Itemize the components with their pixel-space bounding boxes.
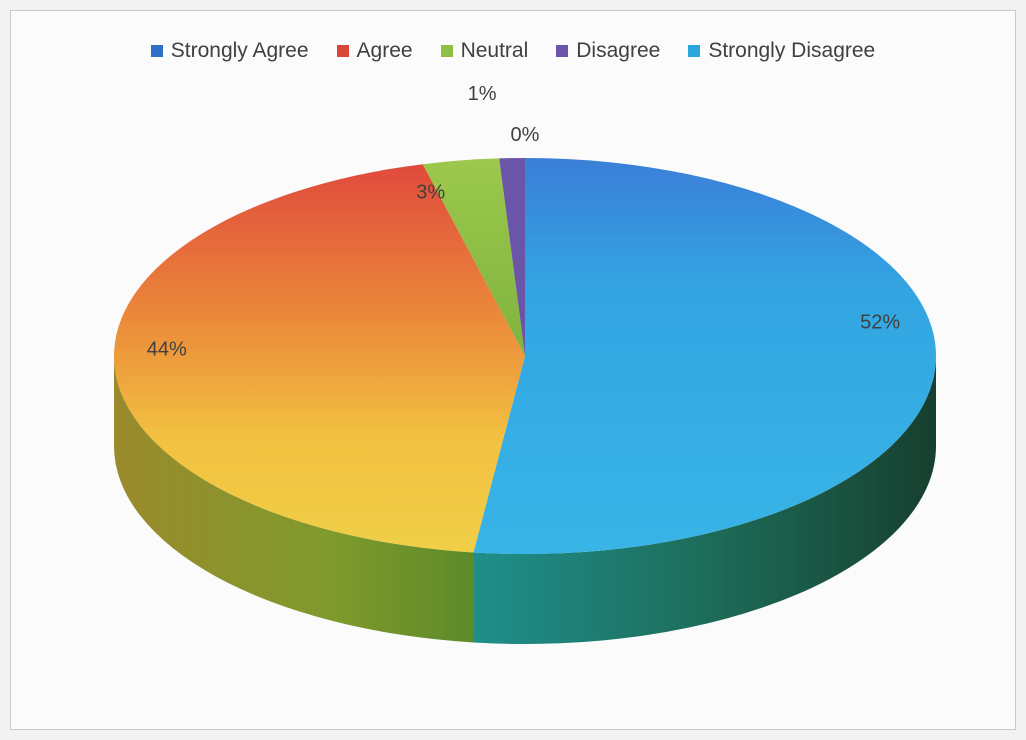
pie-slice-strongly-agree	[473, 158, 936, 554]
pie-slice-neutral	[422, 158, 525, 356]
data-label-neutral: 3%	[416, 181, 445, 203]
pie-data-labels: 52% 44% 3% 1% 0%	[147, 83, 901, 360]
legend-label-strongly-agree: Strongly Agree	[170, 39, 309, 62]
data-label-strongly-disagree: 0%	[511, 124, 540, 146]
pie-side-strongly-agree	[473, 356, 936, 644]
pie-chart: 52% 44% 3% 1% 0%	[114, 83, 936, 644]
legend-swatch-neutral	[440, 45, 453, 57]
legend-label-strongly-disagree: Strongly Disagree	[708, 39, 876, 62]
legend-item-disagree: Disagree	[556, 39, 660, 63]
legend-item-agree: Agree	[336, 39, 413, 63]
legend-item-strongly-disagree: Strongly Disagree	[688, 39, 875, 63]
legend-label-disagree: Disagree	[576, 39, 661, 62]
legend-swatch-strongly-disagree	[688, 45, 701, 57]
pie-slice-agree	[114, 164, 525, 553]
legend-label-neutral: Neutral	[460, 39, 529, 62]
pie-3d-sides	[114, 356, 936, 644]
data-label-disagree: 1%	[468, 83, 497, 105]
chart-frame: Strongly Agree Agree Neutral Disagree St…	[10, 10, 1016, 730]
chart-legend: Strongly Agree Agree Neutral Disagree St…	[11, 39, 1015, 63]
legend-swatch-agree	[336, 45, 349, 57]
data-label-agree: 44%	[147, 338, 187, 360]
legend-item-neutral: Neutral	[440, 39, 529, 63]
legend-swatch-disagree	[556, 45, 569, 57]
pie-slice-disagree	[499, 158, 525, 356]
legend-item-strongly-agree: Strongly Agree	[150, 39, 309, 63]
data-label-strongly-agree: 52%	[860, 311, 900, 333]
legend-label-agree: Agree	[356, 39, 413, 62]
pie-slices	[114, 158, 936, 554]
legend-swatch-strongly-agree	[150, 45, 163, 57]
pie-side-agree	[114, 356, 474, 643]
